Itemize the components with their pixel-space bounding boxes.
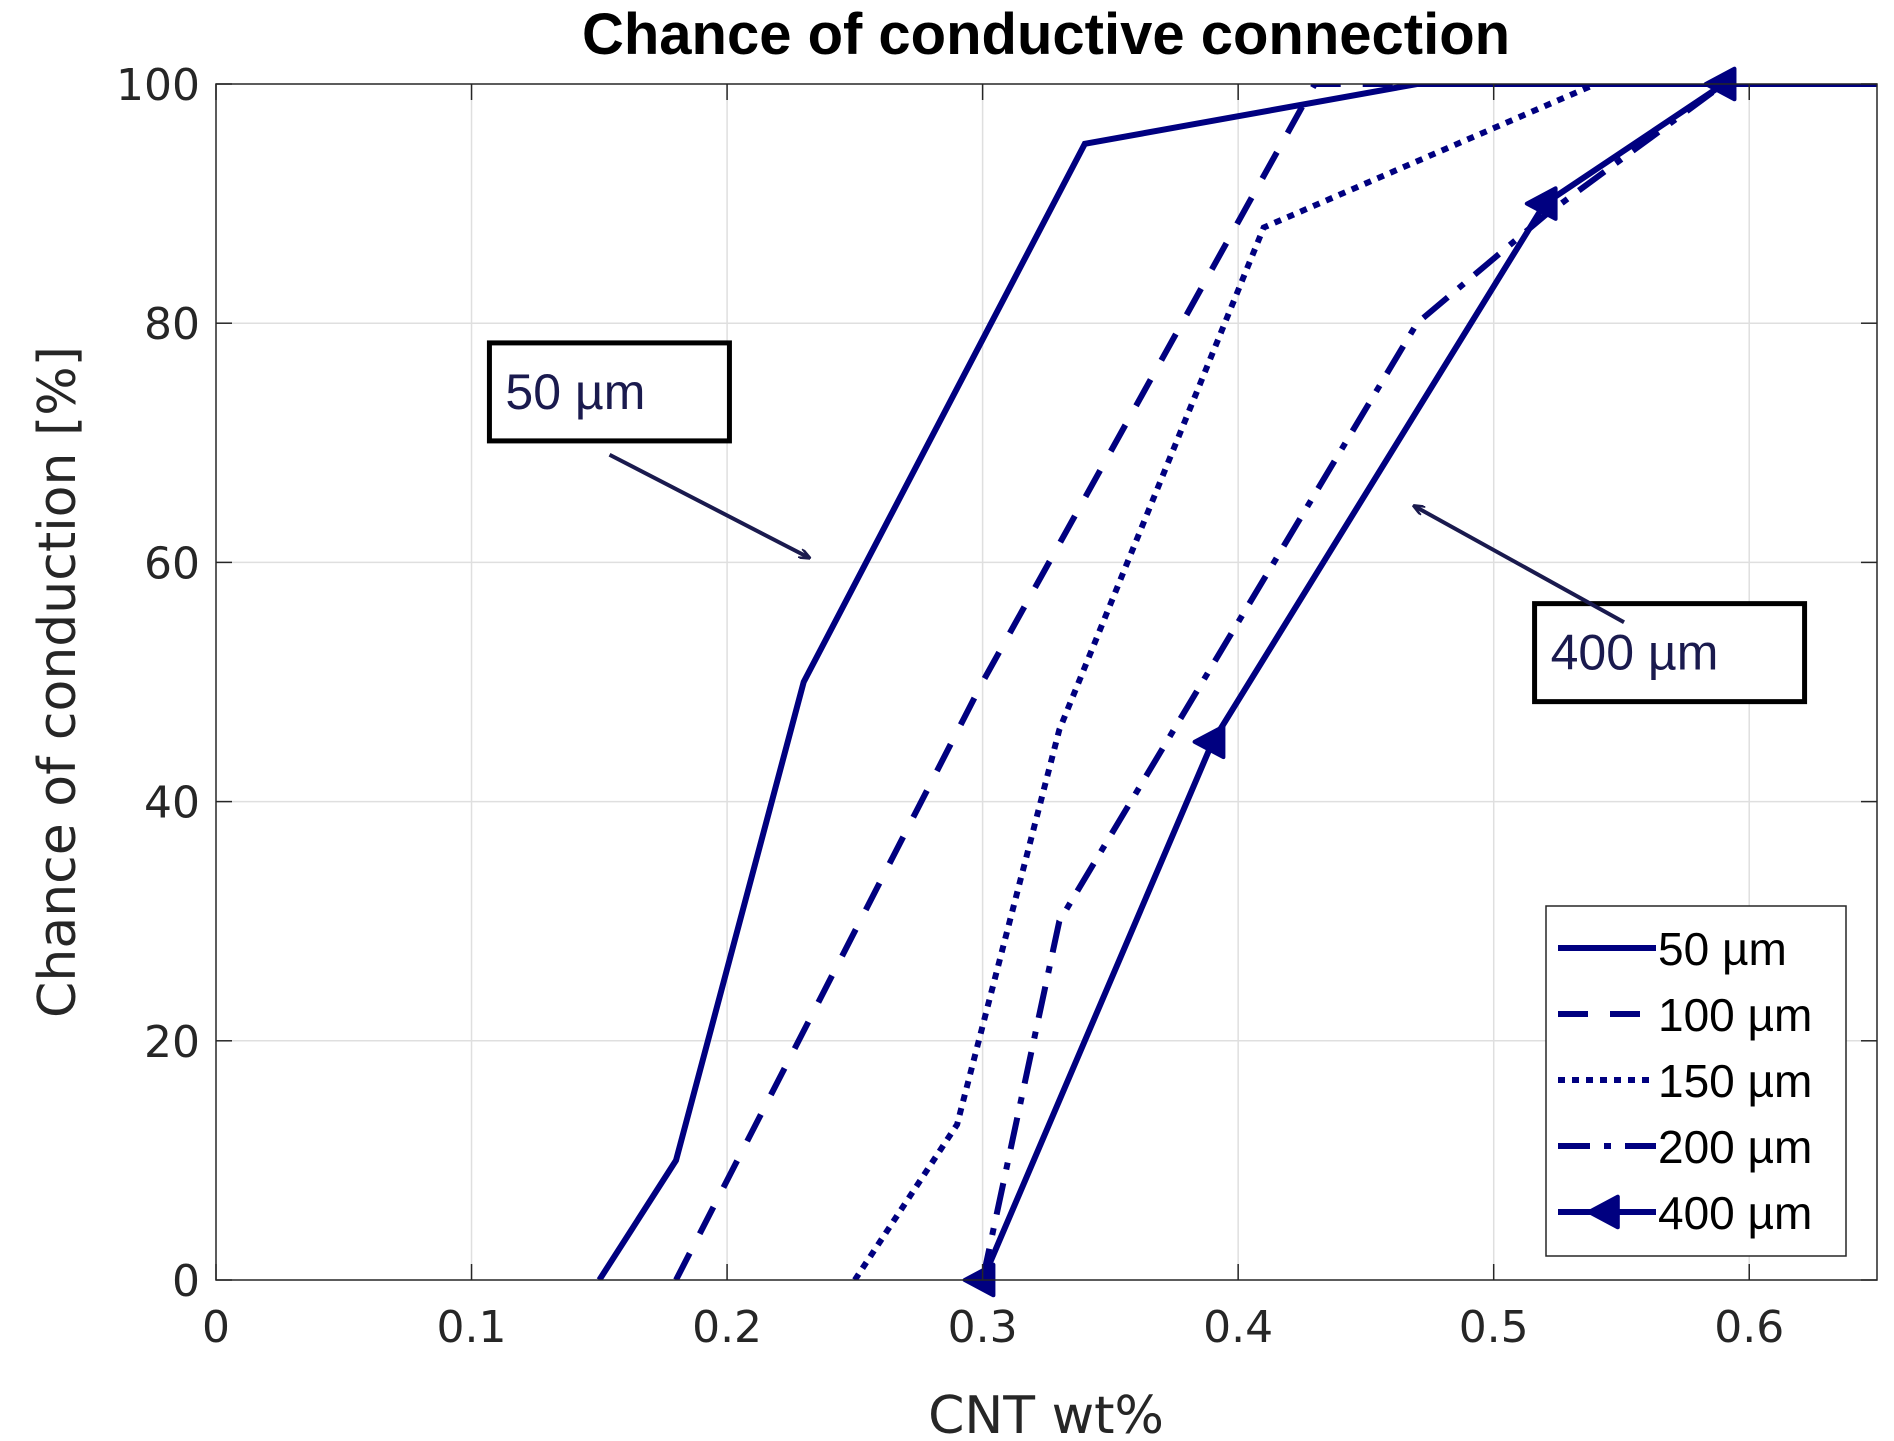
- series-marker: [1524, 186, 1558, 221]
- legend-box: [1545, 905, 1847, 1257]
- x-tick-label: 0.3: [948, 1302, 1018, 1353]
- y-tick-label: 100: [116, 60, 200, 111]
- axes-box: [215, 83, 1878, 1281]
- legend-item: 100 µm: [1558, 989, 1812, 1041]
- legend-item: 50 µm: [1558, 923, 1787, 975]
- annotation-1: 400 µm: [1414, 506, 1808, 705]
- annotation-text: 50 µm: [505, 364, 645, 420]
- series-line-2: [852, 84, 1877, 1280]
- legend-item: 150 µm: [1558, 1055, 1812, 1107]
- annotation-box: [1532, 601, 1808, 705]
- annotation-layer: 50 µm 400 µm: [486, 340, 1808, 705]
- legend-label: 400 µm: [1658, 1187, 1812, 1239]
- y-tick-label: 20: [144, 1017, 200, 1068]
- series-line-0: [596, 84, 1877, 1280]
- legend-item: 200 µm: [1558, 1121, 1812, 1173]
- legend-item: 400 µm: [1558, 1187, 1812, 1239]
- legend-label: 200 µm: [1658, 1121, 1812, 1173]
- ticks: 0 0.1 0.2 0.3 0.4 0.5 0.6 0 20 40 60 80 100: [116, 60, 1877, 1353]
- x-tick-label: 0.4: [1203, 1302, 1273, 1353]
- annotation-box: [486, 340, 732, 444]
- x-tick-label: 0.2: [692, 1302, 762, 1353]
- x-tick-label: 0: [202, 1302, 230, 1353]
- y-tick-label: 0: [172, 1256, 200, 1307]
- legend-label: 150 µm: [1658, 1055, 1812, 1107]
- y-tick-label: 60: [144, 538, 200, 589]
- annotation-arrow: [1414, 506, 1625, 624]
- chart-title: Chance of conductive connection: [582, 2, 1510, 67]
- legend-marker: [1587, 1194, 1620, 1230]
- legend-label: 50 µm: [1658, 923, 1787, 975]
- legend: 50 µm 100 µm 150 µm 200 µm 400 µm: [1545, 905, 1847, 1257]
- x-tick-label: 0.5: [1459, 1302, 1529, 1353]
- y-tick-label: 40: [144, 778, 200, 829]
- legend-label: 100 µm: [1658, 989, 1812, 1041]
- annotation-0: 50 µm: [486, 340, 809, 558]
- y-tick-label: 80: [144, 299, 200, 350]
- x-tick-label: 0.1: [437, 1302, 507, 1353]
- annotation-arrow: [608, 452, 809, 558]
- y-axis-label: Chance of conduction [%]: [28, 346, 88, 1018]
- series-line-3: [979, 84, 1877, 1280]
- x-axis-label: CNT wt%: [928, 1386, 1164, 1441]
- x-tick-label: 0.6: [1714, 1302, 1784, 1353]
- annotation-text: 400 µm: [1551, 625, 1719, 681]
- series-marker: [1192, 724, 1226, 760]
